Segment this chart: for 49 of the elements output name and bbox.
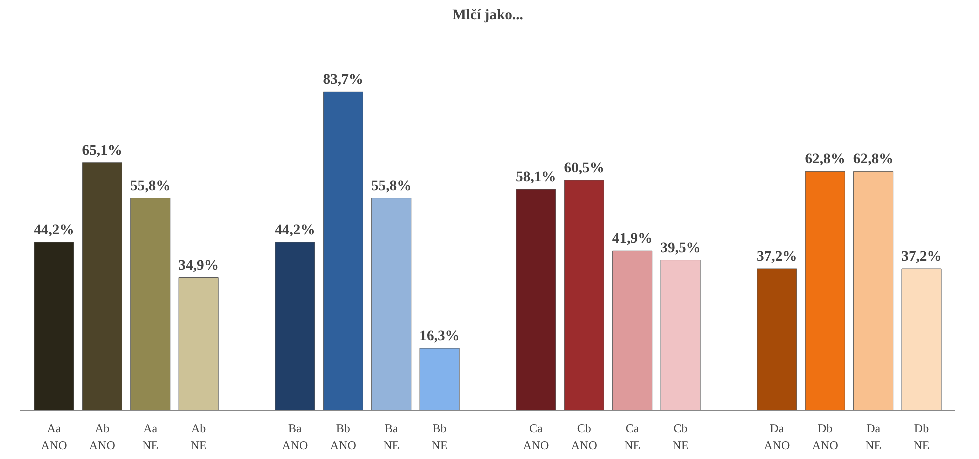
bar	[757, 268, 798, 410]
chart-title: Mlčí jako...	[452, 8, 524, 24]
data-label: 44,2%	[34, 222, 74, 238]
data-label: 41,9%	[612, 231, 653, 248]
x-tick-label: Bb ANO	[330, 422, 357, 452]
bar	[564, 180, 604, 410]
data-label: 16,3%	[420, 328, 460, 345]
data-label: 58,1%	[516, 170, 556, 186]
bar	[130, 198, 171, 410]
bar	[660, 260, 701, 410]
x-tick-label: Cb ANO	[571, 422, 598, 452]
x-tick-label: Db NE	[914, 422, 930, 452]
data-label: 65,1%	[82, 142, 123, 159]
data-label: 55,8%	[130, 178, 171, 194]
bar	[612, 250, 653, 410]
bar	[323, 92, 364, 410]
bar	[82, 162, 122, 410]
data-label: 37,2%	[902, 249, 942, 266]
data-label: 44,2%	[275, 222, 316, 238]
x-tick-label: Ab ANO	[89, 422, 116, 452]
x-tick-label: Ca ANO	[523, 422, 550, 452]
x-tick-label: Aa ANO	[41, 422, 68, 452]
bar	[902, 268, 942, 410]
bar	[420, 348, 460, 410]
bar	[34, 242, 74, 410]
bar	[854, 171, 894, 410]
x-tick-label: Ab NE	[190, 422, 207, 452]
x-tick-label: Cb NE	[672, 422, 689, 452]
x-tick-label: Da ANO	[764, 422, 791, 452]
data-label: 55,8%	[371, 178, 412, 194]
data-label: 37,2%	[757, 249, 798, 266]
data-label: 60,5%	[564, 160, 605, 176]
x-tick-label: Db ANO	[812, 422, 839, 452]
data-label: 39,5%	[660, 240, 701, 256]
data-label: 62,8%	[805, 152, 846, 168]
data-label: 34,9%	[178, 258, 219, 274]
x-tick-label: Da NE	[866, 422, 882, 452]
bar	[178, 278, 219, 410]
x-tick-label: Ca NE	[624, 422, 641, 452]
x-tick-label: Bb NE	[432, 422, 448, 452]
x-tick-label: Ba NE	[384, 422, 400, 452]
data-label: 83,7%	[323, 72, 364, 88]
data-label: 62,8%	[853, 152, 894, 168]
x-tick-label: Aa NE	[142, 422, 159, 452]
bar	[516, 189, 556, 410]
bar	[275, 242, 316, 410]
bar	[372, 198, 412, 410]
bar	[805, 171, 846, 410]
x-tick-label: Ba ANO	[282, 422, 309, 452]
